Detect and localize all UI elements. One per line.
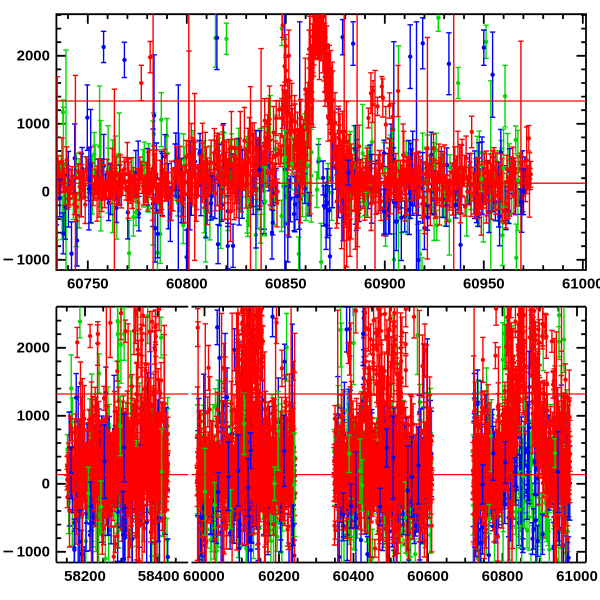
svg-text:60750: 60750 (67, 276, 109, 293)
svg-text:60800: 60800 (482, 568, 524, 585)
svg-text:60800: 60800 (166, 276, 208, 293)
svg-text:60950: 60950 (463, 276, 505, 293)
svg-text:60900: 60900 (364, 276, 406, 293)
svg-text:1000: 1000 (17, 252, 50, 269)
svg-text:60200: 60200 (258, 568, 300, 585)
svg-text:61000: 61000 (562, 276, 600, 293)
svg-text:60850: 60850 (265, 276, 307, 293)
svg-text:61000: 61000 (556, 568, 598, 585)
svg-text:60000: 60000 (183, 568, 225, 585)
svg-text:0: 0 (42, 476, 50, 493)
svg-text:60600: 60600 (407, 568, 449, 585)
svg-text:0: 0 (42, 184, 50, 201)
svg-text:1000: 1000 (17, 544, 50, 561)
svg-text:58400: 58400 (138, 568, 180, 585)
svg-text:1000: 1000 (17, 116, 50, 133)
svg-text:58200: 58200 (64, 568, 106, 585)
svg-text:2000: 2000 (17, 48, 50, 65)
svg-text:1000: 1000 (17, 408, 50, 425)
svg-text:60400: 60400 (333, 568, 375, 585)
svg-text:2000: 2000 (17, 340, 50, 357)
